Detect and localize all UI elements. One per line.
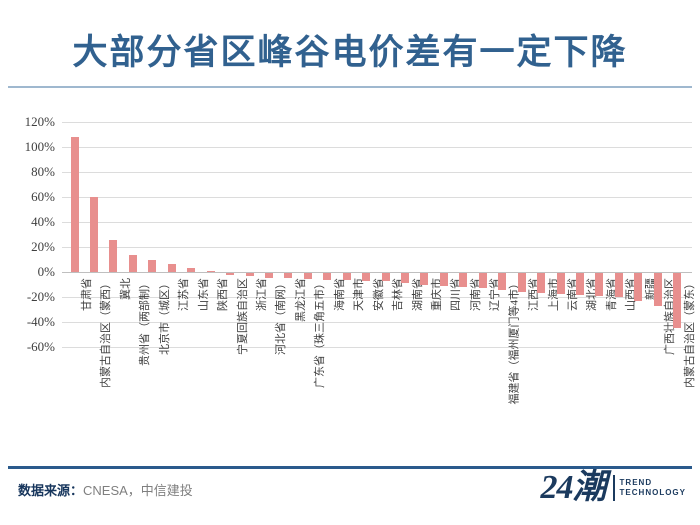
x-axis-tick-label: 北京市（城区）	[158, 277, 171, 355]
bar	[595, 272, 604, 297]
data-source-line: 数据来源：CNESA，中信建投	[18, 480, 193, 499]
gridline	[62, 296, 692, 298]
y-axis-tick-label: 40%	[31, 213, 55, 229]
y-axis-tick-label: 120%	[24, 113, 55, 129]
bar	[167, 264, 176, 272]
bar	[342, 272, 351, 281]
bar	[284, 272, 293, 279]
x-axis-tick-label: 江苏省	[178, 277, 191, 311]
bar	[556, 272, 565, 294]
bar	[459, 272, 468, 288]
x-axis-tick-label: 冀北	[119, 277, 132, 300]
y-axis-tick-label: -60%	[26, 338, 55, 354]
bar	[128, 255, 137, 272]
bar	[187, 267, 196, 272]
x-axis-tick-label: 安徽省	[372, 277, 385, 311]
x-axis-line	[62, 271, 692, 273]
bar	[517, 272, 526, 293]
gridline	[62, 346, 692, 348]
bar	[362, 272, 371, 281]
y-axis-tick-label: 20%	[31, 238, 55, 254]
bar	[109, 240, 118, 272]
bar	[245, 272, 254, 277]
y-axis-tick-label: 80%	[31, 163, 55, 179]
bar	[634, 272, 643, 301]
bar	[226, 272, 234, 276]
title-underline	[8, 86, 692, 88]
bar	[148, 260, 157, 272]
x-axis-tick-label: 天津市	[353, 277, 366, 311]
gridline	[62, 246, 692, 248]
x-axis-tick-label: 海南省	[333, 277, 346, 311]
gridline	[62, 221, 692, 223]
x-axis-tick-label: 福建省（福州厦门等4市）	[508, 277, 521, 405]
bar	[206, 271, 215, 272]
brand-logo: 24潮 TREND TECHNOLOGY	[541, 470, 686, 506]
gridline	[62, 146, 692, 148]
gridline	[62, 196, 692, 198]
x-axis-tick-label: 内蒙古自治区（蒙东）	[683, 277, 696, 388]
bar	[70, 136, 79, 272]
bar	[303, 272, 312, 279]
gridline	[62, 171, 692, 173]
logo-wordmark: 24潮	[540, 469, 607, 506]
bar	[653, 272, 662, 307]
data-source-label: 数据来源：	[18, 483, 84, 498]
bar-chart: 120% 100% 80% 60% 40% 20% 0% -20% -40% -60% 甘肃省 内蒙古…	[0, 98, 700, 463]
logo-subtext-line2: TECHNOLOGY	[619, 488, 686, 497]
x-axis-tick-label: 贵州省（两部制）	[139, 277, 152, 366]
bar	[323, 272, 332, 280]
y-axis-tick-label: 0%	[37, 263, 55, 279]
y-axis-tick-label: 60%	[31, 188, 55, 204]
bar	[401, 272, 409, 284]
logo-subtext-line1: TREND	[619, 478, 653, 487]
y-axis-tick-label: -40%	[26, 313, 55, 329]
logo-divider	[612, 475, 615, 501]
y-axis-tick-label: 100%	[24, 138, 55, 154]
x-axis-tick-label: 山东省	[197, 277, 210, 311]
bar	[381, 272, 390, 282]
footer-divider	[8, 466, 692, 469]
x-axis-tick-label: 黑龙江省	[294, 277, 307, 322]
bar	[575, 272, 584, 296]
x-axis-tick-label: 甘肃省	[81, 277, 93, 311]
x-axis-tick-label: 广东省（珠三角五市）	[314, 277, 327, 388]
data-source-value: CNESA，中信建投	[83, 483, 193, 498]
x-axis-tick-label: 陕西省	[217, 277, 230, 311]
bar	[614, 272, 623, 298]
y-axis-tick-label: -20%	[26, 288, 55, 304]
bar	[439, 272, 448, 286]
gridline	[62, 121, 692, 123]
bar	[498, 272, 507, 291]
bar	[478, 272, 487, 289]
bar	[420, 272, 429, 285]
x-axis-tick-label: 宁夏回族自治区	[236, 277, 249, 355]
x-axis-tick-label: 浙江省	[256, 277, 268, 311]
logo-subtext: TREND TECHNOLOGY	[620, 478, 686, 498]
bar	[89, 196, 98, 272]
x-axis-tick-label: 内蒙古自治区（蒙西）	[100, 277, 113, 388]
page-title: 大部分省区峰谷电价差有一定下降	[72, 33, 628, 72]
x-axis-tick-label: 河北省（南网）	[275, 277, 288, 355]
bar	[673, 272, 682, 328]
bar	[537, 272, 546, 294]
bar	[264, 272, 273, 278]
gridline	[62, 321, 692, 323]
